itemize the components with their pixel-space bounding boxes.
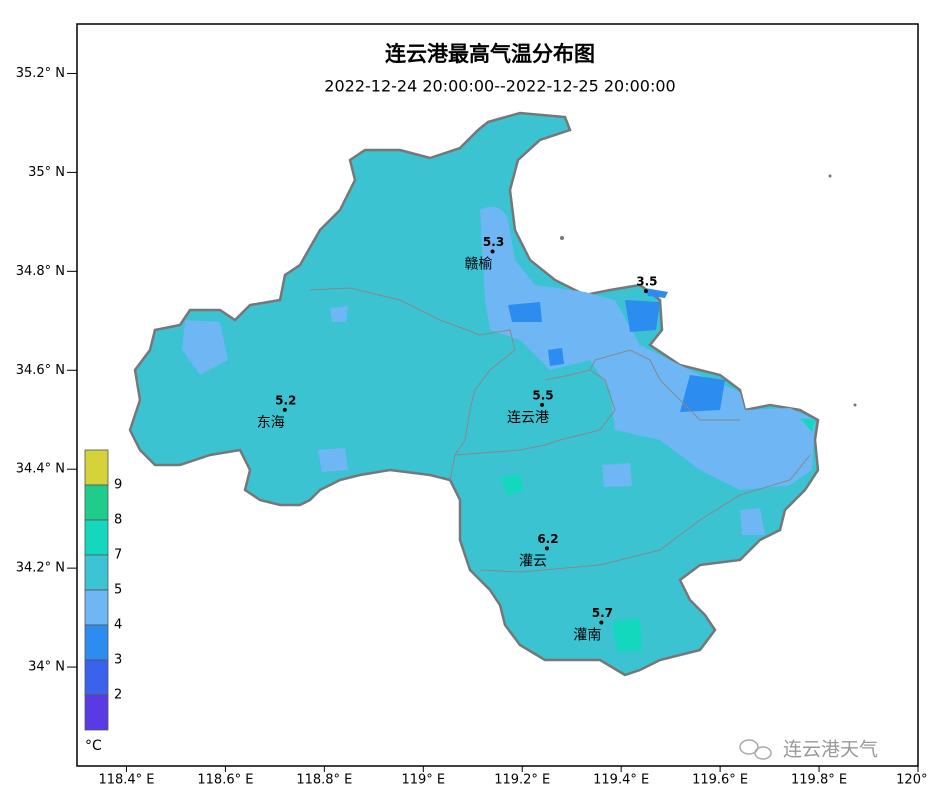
cool-patches: [182, 206, 815, 535]
x-tick-label: 119° E: [401, 773, 445, 788]
cold-patch: [548, 348, 564, 366]
station-name: 灌云: [519, 553, 547, 569]
legend-swatch: [84, 694, 109, 731]
legend-label: 4: [114, 618, 122, 633]
y-tick-label: 34.8° N: [16, 264, 65, 279]
y-tick-label: 34.6° N: [16, 363, 65, 378]
station-value: 6.2: [537, 532, 558, 546]
station-value: 5.5: [532, 388, 553, 402]
watermark: 连云港天气: [739, 739, 878, 761]
island: [560, 236, 564, 240]
cold-patch: [508, 302, 542, 322]
station-dot: [490, 249, 495, 254]
x-tick-label: 120° E: [896, 773, 929, 788]
legend-swatch: [84, 624, 109, 661]
legend-label: 3: [114, 653, 122, 668]
cool-patch: [602, 463, 632, 487]
warm-patch: [500, 474, 524, 496]
cold-patches: [508, 288, 725, 412]
legend-swatch: [84, 554, 109, 591]
legend-swatch: [84, 484, 109, 521]
legend-label: 2: [114, 688, 122, 703]
cool-patch: [740, 508, 765, 535]
legend-label: 5: [114, 583, 122, 598]
legend-label: 8: [114, 513, 122, 528]
cool-patch: [182, 320, 228, 375]
island: [853, 403, 857, 407]
station-dot: [643, 289, 648, 294]
station-dot: [540, 402, 545, 407]
cold-patch: [645, 288, 668, 298]
county-border: [309, 287, 740, 456]
cool-patch: [318, 448, 348, 472]
county-borders: [309, 287, 811, 573]
station-dot: [599, 620, 604, 625]
legend-unit: °C: [85, 738, 102, 754]
watermark-icon: [754, 746, 772, 760]
station-dot: [544, 546, 549, 551]
x-tick-label: 119.6° E: [692, 773, 748, 788]
watermark-icon: [739, 739, 759, 755]
station-name: 灌南: [573, 628, 601, 644]
warm-patches: [500, 418, 815, 652]
cold-patch: [625, 300, 660, 332]
legend-swatch: [84, 519, 109, 556]
x-tick-label: 119.8° E: [791, 773, 847, 788]
station-value: 5.3: [483, 235, 504, 249]
islands: [560, 174, 857, 407]
county-border: [544, 369, 591, 381]
legend-swatch: [84, 589, 109, 626]
title: 连云港最高气温分布图: [385, 42, 595, 66]
x-tick-label: 119.2° E: [494, 773, 550, 788]
x-tick-label: 119.4° E: [593, 773, 649, 788]
cold-patch: [680, 375, 725, 412]
station-dot: [282, 407, 287, 412]
x-tick-label: 118.8° E: [296, 773, 352, 788]
x-tick-label: 118.4° E: [98, 773, 154, 788]
y-tick-label: 34.2° N: [16, 561, 65, 576]
legend-swatch: [84, 659, 109, 696]
x-tick-label: 118.6° E: [197, 773, 253, 788]
station-name: 赣榆: [465, 257, 493, 273]
y-tick-label: 35° N: [28, 165, 65, 180]
cool-patch: [480, 206, 815, 490]
watermark-text: 连云港天气: [783, 739, 878, 761]
legend-swatch: [84, 449, 109, 486]
station-value: 3.5: [636, 275, 657, 289]
subtitle: 2022-12-24 20:00:00--2022-12-25 20:00:00: [324, 77, 675, 96]
legend-label: 9: [114, 478, 122, 493]
island: [828, 174, 832, 178]
legend-label: 7: [114, 548, 122, 563]
county-border: [479, 454, 811, 573]
warm-patch: [800, 418, 815, 432]
y-tick-label: 35.2° N: [16, 66, 65, 81]
station-value: 5.7: [592, 606, 613, 620]
cool-patch: [330, 306, 348, 322]
y-tick-label: 34.4° N: [16, 462, 65, 477]
station-value: 5.2: [275, 393, 296, 407]
y-tick-label: 34° N: [28, 660, 65, 675]
county-border: [449, 454, 456, 481]
warm-patch: [612, 618, 642, 652]
station-name: 连云港: [507, 410, 549, 426]
station-name: 东海: [257, 415, 285, 431]
